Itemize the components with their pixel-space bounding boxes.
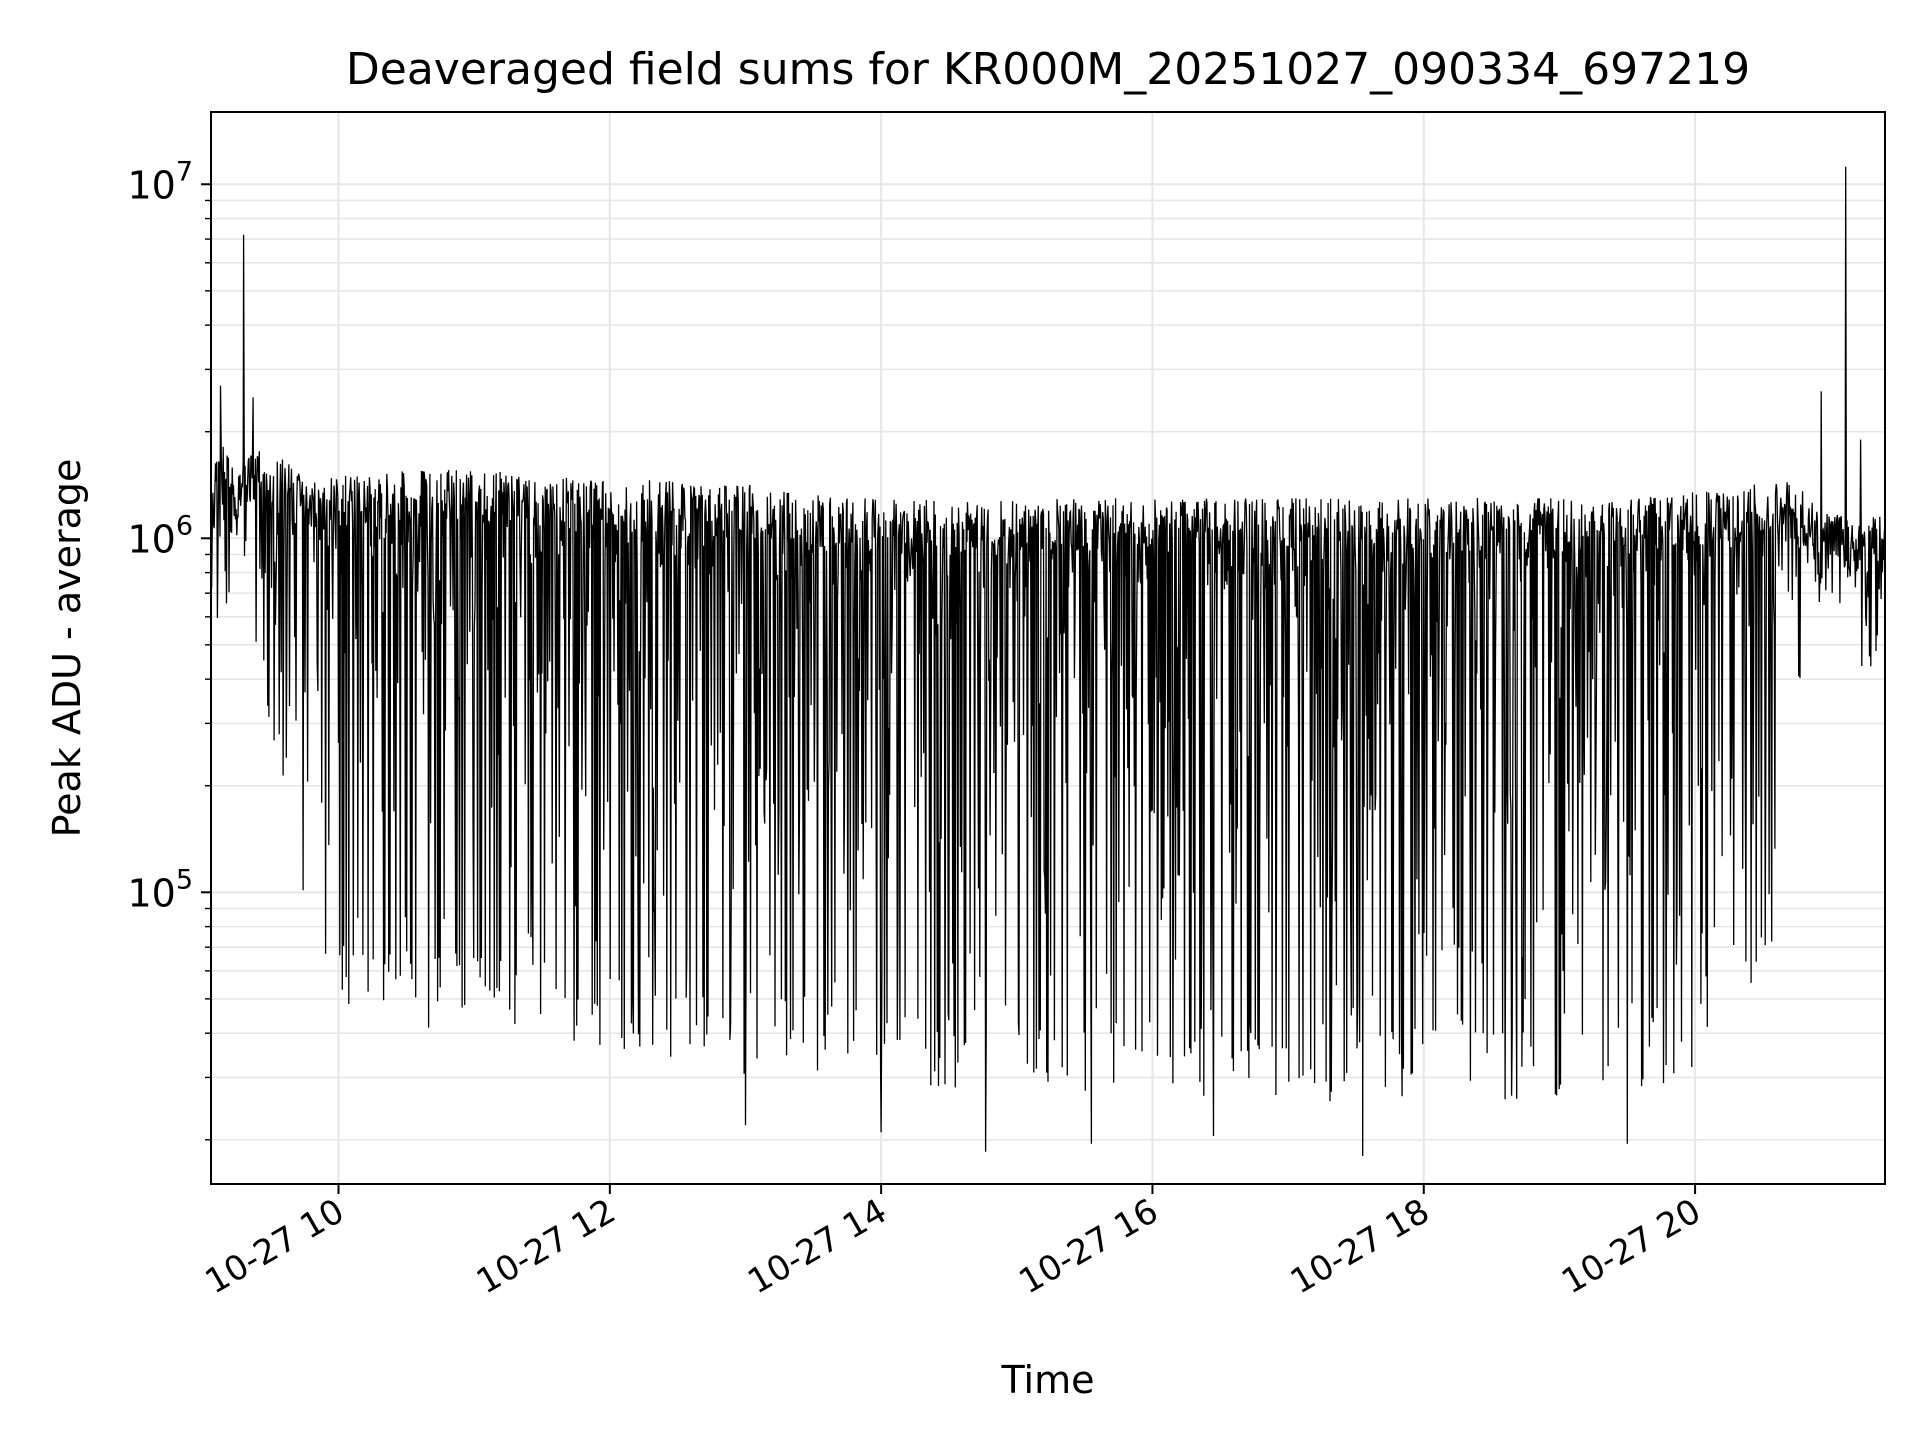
chart-title: Deaveraged field sums for KR000M_2025102… — [346, 44, 1750, 95]
y-tick-label: 105 — [127, 864, 193, 915]
y-tick-label: 106 — [127, 510, 193, 561]
series-group — [211, 166, 1885, 1157]
plot-area — [210, 111, 1886, 1185]
y-axis: 105 106 107 — [127, 156, 211, 1141]
y-tick-label: 107 — [127, 156, 193, 207]
x-axis-label: Time — [1001, 1358, 1095, 1402]
axes-frame — [210, 111, 1886, 1185]
y-axis-label: Peak ADU - average — [45, 459, 89, 838]
series-line — [211, 166, 1885, 1157]
